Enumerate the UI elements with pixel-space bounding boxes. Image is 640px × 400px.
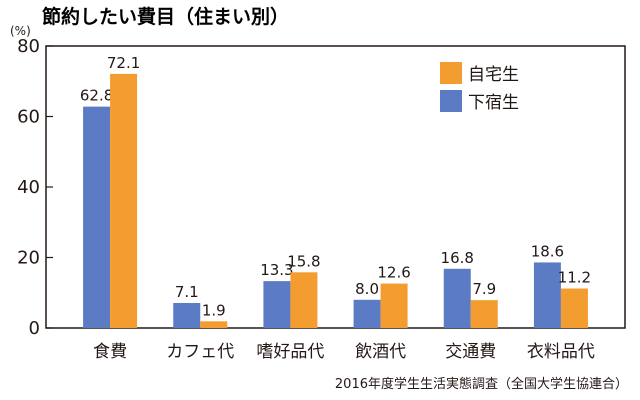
bar-geshuku: [533, 262, 561, 328]
legend-swatch: [440, 90, 462, 112]
y-tick-label: 80: [17, 36, 40, 57]
legend-swatch: [440, 62, 462, 84]
data-label: 16.8: [441, 249, 474, 267]
data-label: 13.3: [260, 261, 293, 279]
bar-jitaku: [200, 321, 228, 328]
legend-label: 下宿生: [468, 93, 519, 113]
data-label: 7.1: [175, 283, 199, 301]
category-label: 飲酒代: [355, 342, 406, 362]
chart-title: 節約したい費目（住まい別）: [42, 5, 289, 28]
y-tick-label: 60: [17, 107, 40, 128]
bar-jitaku: [560, 288, 588, 328]
category-label: 食費: [93, 342, 127, 362]
y-tick-label: 20: [17, 248, 40, 269]
bar-geshuku: [83, 106, 111, 328]
data-label: 7.9: [472, 280, 496, 298]
legend-label: 自宅生: [468, 65, 519, 85]
data-label: 62.8: [80, 87, 113, 105]
category-label: カフェ代: [166, 342, 234, 362]
data-label: 18.6: [531, 242, 564, 260]
data-label: 8.0: [355, 280, 379, 298]
source-note: 2016年度学生生活実態調査（全国大学生協連合）: [335, 376, 628, 392]
bar-jitaku: [470, 300, 498, 328]
bar-geshuku: [353, 299, 381, 328]
plot-area: (%) 0 20 40 60 80 62.8 72.1 食費 7.11.9 カフェ代 13.315.8…: [10, 24, 626, 362]
y-unit-label: (%): [10, 24, 31, 38]
category-label: 衣料品代: [527, 342, 595, 362]
y-tick-label: 40: [17, 177, 40, 198]
bar-jitaku: [290, 272, 318, 328]
bar-jitaku: [110, 73, 138, 328]
data-label: 11.2: [558, 269, 591, 287]
bar-jitaku: [380, 283, 408, 328]
data-label: 15.8: [287, 252, 320, 270]
data-label: 1.9: [202, 301, 226, 319]
category-label: 交通費: [445, 342, 496, 362]
category-label: 嗜好品代: [256, 342, 324, 362]
bar-geshuku: [443, 268, 471, 328]
y-tick-label: 0: [29, 318, 40, 339]
bar-geshuku: [263, 281, 291, 328]
data-label: 12.6: [377, 264, 410, 282]
bar-geshuku: [173, 302, 201, 328]
data-label: 72.1: [107, 54, 140, 72]
